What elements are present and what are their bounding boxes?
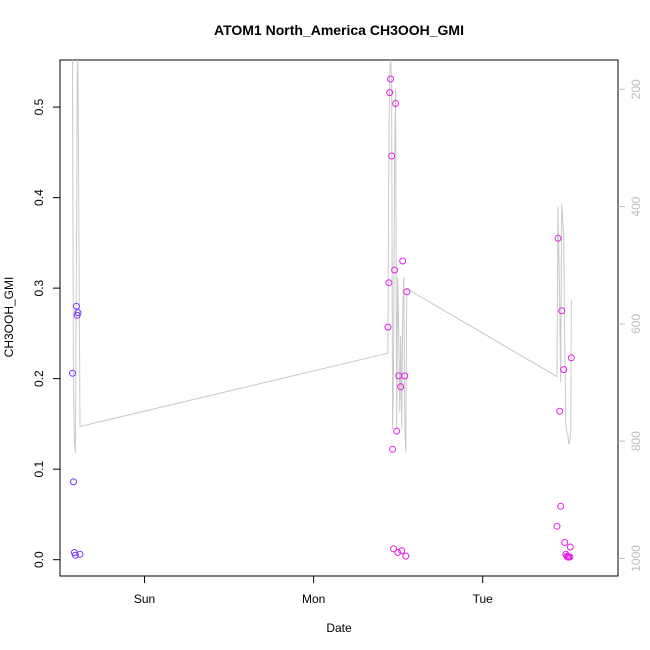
pressure-line [72,59,572,453]
plot-area [69,59,575,561]
data-point [392,100,400,107]
data-point [398,547,406,555]
data-point [558,307,566,315]
y-axis-label: CH3OOH_GMI [2,277,16,358]
data-point [384,323,392,331]
x-axis: Sun Mon Tue [134,576,493,606]
x-tick-label: Mon [302,592,325,606]
data-point [76,550,84,558]
data-point [402,552,410,560]
y-axis-left: 0.0 0.1 0.2 0.3 0.4 0.5 [32,98,60,568]
x-tick-label: Tue [473,592,494,606]
data-point [561,539,569,546]
data-point [390,545,398,553]
y2-tick-label: 1000 [629,545,643,572]
y-tick-label: 0.0 [32,551,46,568]
data-point [71,551,79,559]
y-tick-label: 0.4 [32,189,46,206]
y-tick-label: 0.3 [32,279,46,296]
y2-tick-label: 200 [629,79,643,99]
data-point [389,445,397,453]
plot-frame [59,59,619,577]
data-point [394,549,402,556]
x-tick-label: Sun [134,592,155,606]
y-tick-label: 0.1 [32,461,46,478]
y2-tick-label: 800 [629,431,643,451]
data-point [74,309,82,317]
y-axis-right: 200 400 600 800 1000 [618,79,643,572]
data-point [70,478,77,486]
data-point [560,366,568,374]
y-tick-label: 0.5 [32,98,46,115]
data-point [386,89,394,97]
data-point [388,152,396,160]
data-point [73,311,81,319]
data-point [556,407,564,415]
data-point [399,257,407,265]
chart-title: ATOM1 North_America CH3OOH_GMI [214,22,464,38]
data-point [397,383,405,391]
data-point [557,502,565,510]
data-point [401,372,409,380]
data-point [72,302,80,310]
y2-tick-label: 400 [629,196,643,216]
data-point [554,234,562,242]
y2-tick-label: 600 [629,314,643,334]
data-point [393,427,401,435]
data-points [69,75,575,561]
data-point [387,75,395,83]
x-axis-label: Date [326,621,352,635]
data-point [567,354,575,362]
data-point [403,288,411,296]
data-point [69,369,76,377]
data-point [385,279,393,287]
y-tick-label: 0.2 [32,370,46,387]
data-point [553,522,561,530]
data-point [566,553,574,561]
data-point [391,266,399,274]
data-point [566,543,574,551]
